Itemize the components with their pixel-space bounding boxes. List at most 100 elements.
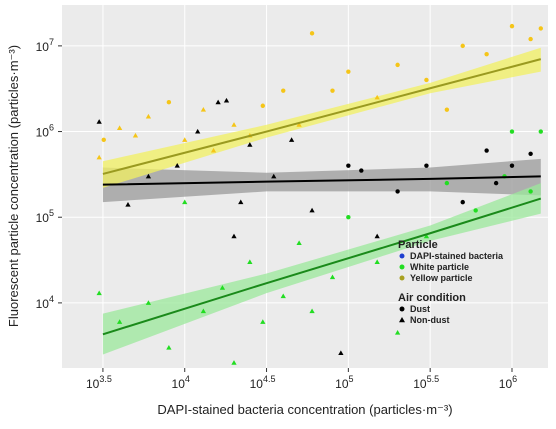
x-tick-label-base: 10 [250, 377, 264, 391]
legend-key [399, 306, 405, 312]
x-tick-label-exp: 5.5 [427, 374, 440, 384]
x-tick-label-exp: 3.5 [99, 374, 112, 384]
legend-key [399, 317, 405, 323]
point [174, 163, 180, 168]
point [116, 319, 123, 324]
x-tick-label-exp: 6 [512, 374, 517, 384]
point [145, 300, 152, 305]
x-tick-label-base: 10 [413, 377, 427, 391]
point [125, 202, 131, 207]
y-tick-label-exp: 7 [49, 37, 54, 47]
point [395, 189, 400, 194]
legend-key [399, 275, 405, 281]
point [346, 69, 351, 74]
y-tick-label-exp: 5 [49, 208, 54, 218]
x-tick-label: 105.5 [413, 374, 439, 391]
point [145, 113, 152, 119]
point [538, 129, 543, 134]
fit-line [102, 197, 542, 336]
point [493, 180, 499, 186]
point [424, 163, 429, 168]
legend-label: DAPI-stained bacteria [410, 251, 504, 261]
point [260, 103, 266, 108]
point [215, 99, 221, 105]
x-axis-title: DAPI-stained bacteria concentration (par… [157, 402, 452, 417]
point [374, 94, 380, 100]
point [330, 88, 335, 93]
point [281, 88, 286, 93]
x-tick-label-base: 10 [335, 377, 349, 391]
point [145, 173, 152, 179]
point [116, 125, 123, 130]
point [528, 36, 533, 42]
x-tick-label: 105 [335, 374, 353, 391]
x-tick-label: 103.5 [86, 374, 112, 391]
point [166, 345, 172, 350]
y-tick-label: 104 [36, 294, 54, 311]
fit-line [102, 175, 541, 186]
point [424, 77, 429, 83]
point [538, 26, 543, 31]
point [280, 293, 286, 299]
point [271, 173, 277, 179]
point [223, 97, 230, 103]
fit-line [102, 58, 542, 175]
x-tick-label: 106 [499, 374, 517, 391]
legend-label: Yellow particle [410, 273, 473, 283]
point [484, 51, 489, 57]
point [195, 128, 201, 134]
point [473, 208, 478, 213]
point [423, 233, 430, 239]
point [374, 259, 380, 264]
y-tick-label-base: 10 [36, 126, 50, 140]
point [329, 274, 336, 280]
point [460, 199, 465, 205]
legend-title: Air condition [398, 292, 466, 304]
point [247, 142, 253, 147]
point [166, 100, 172, 105]
x-tick-label: 104.5 [250, 374, 276, 391]
y-tick-label-exp: 4 [49, 294, 54, 304]
point [509, 163, 515, 168]
x-tick-label: 104 [172, 374, 190, 391]
point [309, 31, 315, 36]
point [484, 148, 489, 153]
point [200, 308, 207, 314]
point [260, 319, 266, 324]
point [182, 199, 188, 205]
y-tick-label-base: 10 [36, 211, 50, 225]
y-axis-title: Fluorescent particle concentration (part… [6, 45, 21, 327]
point [444, 180, 450, 186]
point [374, 233, 380, 239]
y-tick-label-base: 10 [36, 297, 50, 311]
point [200, 107, 207, 112]
point [528, 189, 533, 194]
point [132, 132, 139, 138]
point [219, 285, 226, 290]
point [96, 154, 102, 160]
y-tick-label: 107 [36, 37, 54, 54]
y-tick-label: 106 [36, 123, 54, 140]
point [346, 215, 351, 220]
y-tick-label: 105 [36, 208, 54, 225]
confidence-band [102, 183, 541, 355]
point [96, 119, 102, 124]
point [231, 360, 237, 365]
point [182, 137, 188, 142]
point [509, 129, 515, 134]
y-tick-label-base: 10 [36, 40, 50, 54]
x-tick-label-exp: 5 [349, 374, 354, 384]
x-tick-label-base: 10 [172, 377, 186, 391]
point [346, 163, 351, 168]
point [395, 62, 400, 68]
point [210, 147, 217, 153]
point [296, 122, 302, 127]
point [444, 107, 450, 112]
legend-label: White particle [410, 262, 469, 272]
point [288, 137, 295, 142]
legend-label: Non-dust [410, 315, 450, 325]
point [359, 168, 364, 173]
point [296, 240, 302, 245]
legend-label: Dust [410, 304, 430, 314]
